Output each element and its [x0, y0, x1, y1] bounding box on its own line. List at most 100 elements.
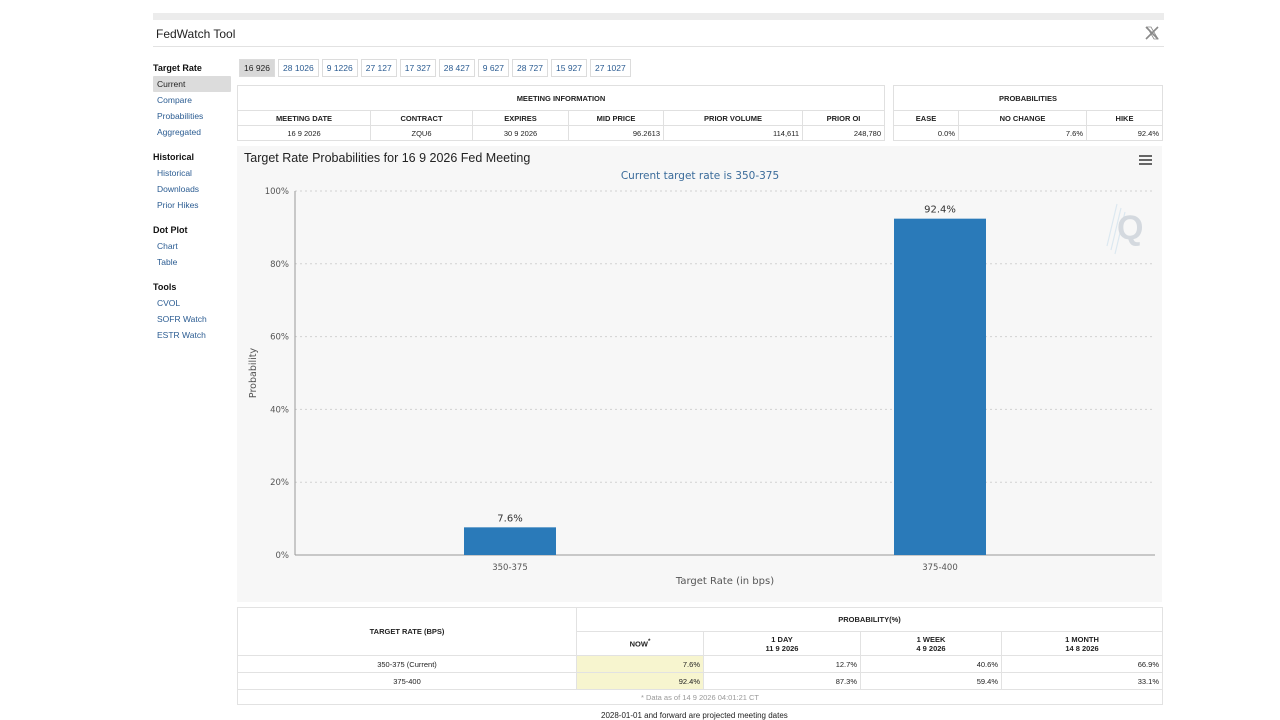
- col-date: 14 8 2026: [1065, 643, 1099, 653]
- sidebar-item-cvol[interactable]: CVOL: [157, 298, 181, 308]
- probability-cell: 40.6%: [860, 655, 1002, 673]
- tab-meeting-9-1226[interactable]: 9 1226: [321, 59, 358, 77]
- expires-value: 30 9 2026: [472, 125, 569, 141]
- sidebar-item-chart[interactable]: Chart: [157, 241, 178, 251]
- col-contract: CONTRACT: [370, 110, 473, 126]
- table-row: 350-375 (Current) 7.6% 12.7% 40.6% 66.9%: [237, 655, 1163, 673]
- target-rate-chart: Target Rate Probabilities for 16 9 2026 …: [237, 146, 1162, 602]
- sidebar-item-sofr-watch[interactable]: SOFR Watch: [157, 314, 207, 324]
- meeting-date-tabs: 16 926 28 1026 9 1226 27 127 17 327 28 427 9 6…: [239, 59, 631, 77]
- sidebar-item-aggregated[interactable]: Aggregated: [157, 127, 201, 137]
- probability-cell: 66.9%: [1001, 655, 1163, 673]
- sidebar-item-probabilities[interactable]: Probabilities: [157, 111, 204, 121]
- sidebar-heading-dot-plot: Dot Plot: [153, 225, 188, 235]
- col-1-week: 1 WEEK 4 9 2026: [860, 631, 1002, 656]
- data-timestamp-note: * Data as of 14 9 2026 04:01:21 CT: [237, 689, 1163, 705]
- target-rate-cell: 375-400: [237, 672, 577, 690]
- x-tick-label: 375-400: [922, 563, 958, 573]
- prior-volume-value: 114,611: [663, 125, 803, 141]
- x-axis-title: Target Rate (in bps): [675, 576, 774, 587]
- sidebar-item-table[interactable]: Table: [157, 257, 178, 267]
- target-rate-cell: 350-375 (Current): [237, 655, 577, 673]
- col-prior-volume: PRIOR VOLUME: [663, 110, 803, 126]
- tab-meeting-28-1026[interactable]: 28 1026: [278, 59, 319, 77]
- meeting-information-table: MEETING INFORMATION MEETING DATE CONTRAC…: [237, 85, 885, 141]
- sidebar-section-dot-plot: Dot Plot Chart Table: [153, 222, 231, 270]
- col-label: NOW: [629, 639, 648, 649]
- col-hike: HIKE: [1086, 110, 1163, 126]
- probabilities-header: PROBABILITIES: [893, 85, 1163, 111]
- sidebar-heading-target-rate: Target Rate: [153, 63, 202, 73]
- meeting-info-header: MEETING INFORMATION: [237, 85, 885, 111]
- prior-oi-value: 248,780: [802, 125, 885, 141]
- data-label: 7.6%: [497, 513, 522, 524]
- svg-text:Q: Q: [1117, 209, 1143, 247]
- contract-value: ZQU6: [370, 125, 473, 141]
- bar-350-375[interactable]: [464, 527, 556, 555]
- meeting-date-value: 16 9 2026: [237, 125, 371, 141]
- tab-meeting-27-127[interactable]: 27 127: [360, 59, 397, 77]
- probabilities-summary-table: PROBABILITIES EASE NO CHANGE HIKE 0.0% 7…: [893, 85, 1163, 141]
- y-tick-label: 20%: [270, 478, 289, 488]
- sidebar-item-compare[interactable]: Compare: [157, 95, 192, 105]
- col-date: 4 9 2026: [916, 643, 946, 653]
- sidebar-nav: Target Rate Current Compare Probabilities Ag…: [153, 60, 231, 352]
- sidebar-item-estr-watch[interactable]: ESTR Watch: [157, 330, 206, 340]
- y-tick-label: 0%: [276, 551, 290, 561]
- probability-cell: 59.4%: [860, 672, 1002, 690]
- col-label: 1 DAY: [771, 634, 793, 644]
- tab-meeting-28-427[interactable]: 28 427: [438, 59, 475, 77]
- tab-meeting-27-1027[interactable]: 27 1027: [590, 59, 631, 77]
- col-ease: EASE: [893, 110, 959, 126]
- hike-value: 92.4%: [1086, 125, 1163, 141]
- sidebar-heading-historical: Historical: [153, 152, 195, 162]
- ease-value: 0.0%: [893, 125, 959, 141]
- tab-meeting-9-627[interactable]: 9 627: [477, 59, 510, 77]
- table-row: 375-400 92.4% 87.3% 59.4% 33.1%: [237, 672, 1163, 690]
- sidebar-section-tools: Tools CVOL SOFR Watch ESTR Watch: [153, 279, 231, 343]
- col-meeting-date: MEETING DATE: [237, 110, 371, 126]
- probability-cell: 87.3%: [703, 672, 861, 690]
- hamburger-menu-icon[interactable]: [1139, 155, 1152, 165]
- col-prior-oi: PRIOR OI: [802, 110, 885, 126]
- tab-meeting-17-327[interactable]: 17 327: [399, 59, 436, 77]
- title-bar: FedWatch Tool: [153, 22, 1164, 47]
- col-expires: EXPIRES: [472, 110, 569, 126]
- probability-cell: 33.1%: [1001, 672, 1163, 690]
- y-tick-label: 40%: [270, 405, 289, 415]
- probability-group-header: PROBABILITY(%): [576, 607, 1163, 632]
- footer-note: 2028-01-01 and forward are projected mee…: [601, 711, 788, 720]
- y-tick-label: 100%: [265, 187, 289, 197]
- col-label: 1 MONTH: [1065, 634, 1099, 644]
- col-label: 1 WEEK: [916, 634, 946, 644]
- sidebar-section-historical: Historical Historical Downloads Prior Hikes: [153, 149, 231, 213]
- sidebar-section-target-rate: Target Rate Current Compare Probabilities Ag…: [153, 60, 231, 140]
- probability-cell: 12.7%: [703, 655, 861, 673]
- sidebar-heading-tools: Tools: [153, 282, 177, 292]
- no-change-value: 7.6%: [958, 125, 1087, 141]
- col-target-rate: TARGET RATE (BPS): [237, 607, 577, 656]
- y-tick-label: 60%: [270, 333, 289, 343]
- col-mid-price: MID PRICE: [568, 110, 664, 126]
- x-logo-icon[interactable]: [1144, 25, 1160, 41]
- y-axis-title: Probability: [248, 348, 259, 399]
- sidebar-item-prior-hikes[interactable]: Prior Hikes: [157, 200, 199, 210]
- col-1-month: 1 MONTH 14 8 2026: [1001, 631, 1163, 656]
- col-date: 11 9 2026: [765, 643, 799, 653]
- tab-meeting-15-927[interactable]: 15 927: [551, 59, 588, 77]
- col-1-day: 1 DAY 11 9 2026: [703, 631, 861, 656]
- data-label: 92.4%: [924, 205, 956, 216]
- sidebar-item-historical[interactable]: Historical: [157, 168, 192, 178]
- sidebar-item-downloads[interactable]: Downloads: [157, 184, 200, 194]
- tab-meeting-16-926[interactable]: 16 926: [239, 59, 275, 77]
- col-now: NOW*: [576, 631, 704, 656]
- sidebar-item-current[interactable]: Current: [153, 76, 231, 92]
- col-no-change: NO CHANGE: [958, 110, 1087, 126]
- bar-375-400[interactable]: [894, 218, 986, 555]
- app-title: FedWatch Tool: [156, 27, 236, 41]
- y-tick-label: 80%: [270, 260, 289, 270]
- top-strip: [153, 13, 1164, 20]
- chart-title: Target Rate Probabilities for 16 9 2026 …: [244, 151, 530, 165]
- col-mark: *: [647, 638, 651, 646]
- tab-meeting-28-727[interactable]: 28 727: [512, 59, 549, 77]
